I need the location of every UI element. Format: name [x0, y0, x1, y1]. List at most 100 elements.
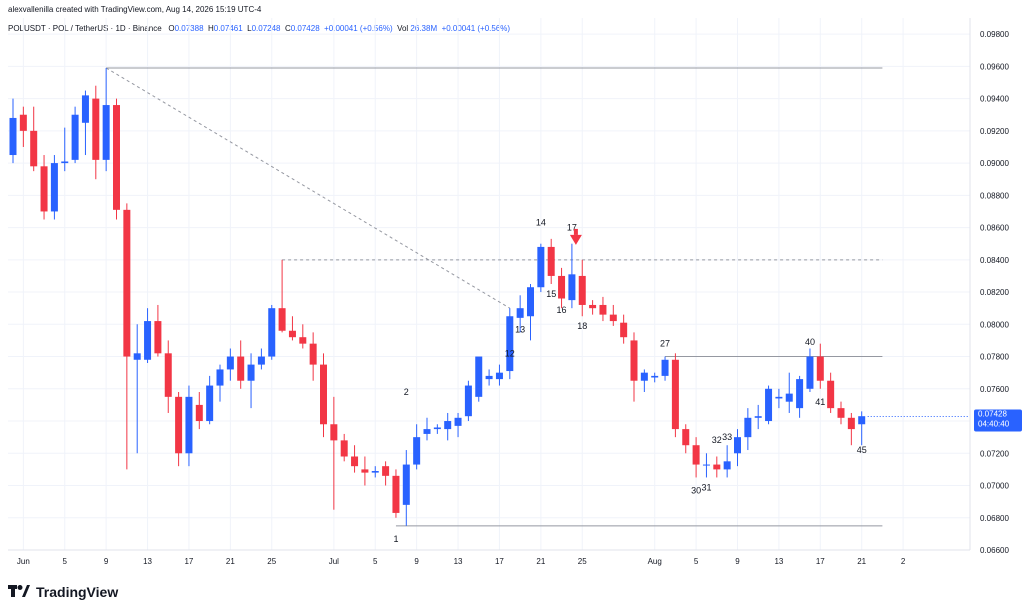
wave-count-label: 15	[546, 289, 556, 299]
volume-value: 26.38M	[410, 24, 438, 33]
candle-body	[382, 466, 390, 476]
wave-count-label: 32	[712, 435, 722, 445]
wave-count-label: 12	[505, 348, 515, 358]
price-tick-label: 0.07000	[980, 482, 1009, 491]
time-tick-label: 13	[454, 557, 463, 566]
candle-body	[816, 356, 824, 381]
time-tick-label: 9	[735, 557, 740, 566]
time-tick-label: 21	[226, 557, 235, 566]
wave-count-label: 27	[660, 338, 670, 348]
candle-body	[340, 440, 348, 457]
candle-body	[589, 304, 597, 309]
wave-count-label: 41	[815, 397, 825, 407]
time-tick-label: 5	[373, 557, 378, 566]
candle-body	[620, 322, 628, 338]
candle-body	[547, 246, 555, 276]
time-tick-label: 5	[63, 557, 68, 566]
candle-body	[81, 95, 89, 123]
wave-count-label: 2	[404, 387, 409, 397]
candle-body	[568, 274, 576, 301]
candle-body	[630, 340, 638, 381]
time-tick-label: 17	[816, 557, 825, 566]
price-tick-label: 0.07800	[980, 353, 1009, 362]
low-value: 0.07248	[251, 24, 281, 33]
candle-body	[485, 375, 493, 380]
volume-label: Vol	[397, 24, 409, 33]
candle-body	[444, 421, 452, 430]
low-label: L	[247, 24, 252, 33]
open-label: O	[168, 24, 175, 33]
time-tick-label: Jul	[329, 557, 339, 566]
price-tick-label: 0.08200	[980, 288, 1009, 297]
price-tick-label: 0.08400	[980, 256, 1009, 265]
time-tick-label: 13	[143, 557, 152, 566]
wave-count-label: 16	[557, 305, 567, 315]
price-tick-label: 0.07600	[980, 385, 1009, 394]
candle-body	[268, 308, 276, 357]
candle-body	[661, 359, 669, 376]
candle-body	[102, 105, 110, 160]
candle-body	[454, 417, 462, 426]
time-tick-label: 25	[267, 557, 276, 566]
candle-body	[19, 114, 27, 131]
wave-count-label: 31	[701, 482, 711, 492]
candle-body	[154, 321, 162, 354]
wave-count-label: 18	[577, 321, 587, 331]
candle-body	[288, 330, 296, 338]
candle-body	[796, 379, 804, 409]
candle-body	[226, 356, 234, 370]
price-tick-label: 0.08600	[980, 224, 1009, 233]
candle-body	[123, 209, 131, 357]
symbol-title[interactable]: POLUSDT · POL / TetherUS · 1D · Binance	[8, 24, 162, 33]
time-tick-label: Aug	[648, 557, 662, 566]
candle-body	[640, 372, 648, 381]
time-tick-label: 13	[774, 557, 783, 566]
down-arrow-stem	[573, 228, 578, 235]
wave-count-label: 13	[515, 324, 525, 334]
time-tick-label: 5	[694, 557, 699, 566]
time-tick-label: 21	[536, 557, 545, 566]
wave-count-label: 40	[805, 337, 815, 347]
candle-body	[858, 416, 866, 425]
candle-body	[330, 424, 338, 441]
time-tick-label: 9	[414, 557, 419, 566]
candle-body	[299, 337, 307, 344]
candle-body	[278, 308, 286, 331]
candle-body	[71, 114, 79, 160]
candle-body	[506, 316, 514, 372]
close-label: C	[284, 24, 291, 33]
price-tick-label: 0.09200	[980, 127, 1009, 136]
price-tick-label: 0.07200	[980, 449, 1009, 458]
candles	[9, 67, 866, 526]
dashed-trend-line	[105, 67, 511, 309]
candle-body	[713, 464, 721, 470]
candle-body	[216, 369, 224, 386]
price-tick-label: 0.08800	[980, 191, 1009, 200]
candle-body	[775, 396, 783, 399]
time-tick-label: 9	[104, 557, 109, 566]
change-value: +0.00041 (+0.56%)	[324, 24, 393, 33]
candle-body	[164, 353, 172, 397]
candle-body	[702, 464, 710, 466]
candle-body	[558, 275, 566, 299]
candle-body	[847, 417, 855, 430]
price-tick-label: 0.09400	[980, 95, 1009, 104]
wave-count-label: 30	[691, 486, 701, 496]
candle-body	[371, 471, 379, 473]
author-credit: alexvallenilla created with TradingView.…	[8, 5, 262, 14]
candle-body	[692, 445, 700, 465]
candle-body	[237, 356, 245, 381]
candle-body	[144, 321, 152, 360]
price-tag-countdown: 04:40:40	[978, 420, 1010, 429]
candle-body	[495, 372, 503, 380]
candle-body	[247, 364, 255, 381]
candle-body	[527, 287, 534, 317]
close-value: 0.07428	[290, 24, 320, 33]
high-label: H	[207, 24, 214, 33]
candle-body	[682, 429, 690, 446]
wave-count-label: 14	[536, 218, 546, 228]
volume-change: +0.00041 (+0.56%)	[441, 24, 511, 33]
tradingview-brand[interactable]: TradingView	[8, 580, 118, 604]
